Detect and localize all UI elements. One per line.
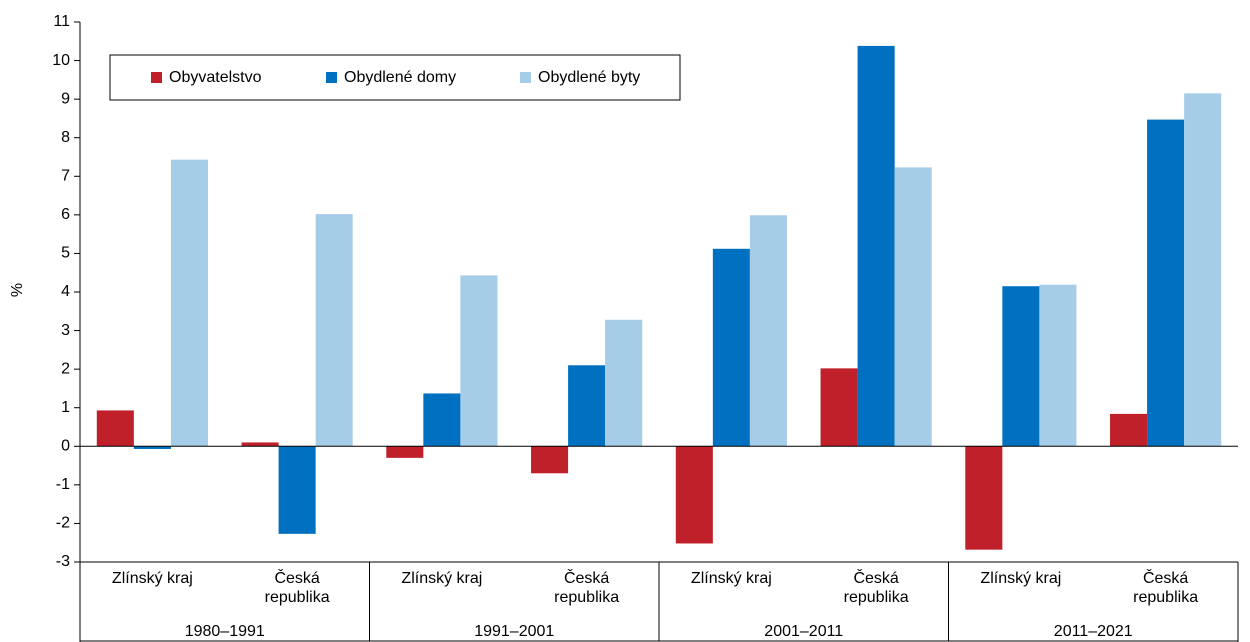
group-label: 2001–2011 [764, 623, 844, 640]
bar [315, 214, 353, 447]
bar [133, 446, 171, 449]
legend-label: Obyvatelstvo [169, 69, 262, 86]
y-tick-label: 0 [61, 438, 70, 455]
legend-swatch [326, 72, 337, 83]
bar [965, 446, 1003, 550]
y-tick-label: 4 [61, 283, 70, 300]
bar [460, 275, 498, 447]
bar [170, 159, 208, 447]
x-tick-label: Zlínský kraj [401, 570, 483, 587]
legend-swatch [520, 72, 531, 83]
bar [1184, 93, 1222, 447]
bar [749, 215, 787, 447]
x-tick-label: Česká republika [1133, 570, 1199, 606]
bar [386, 446, 424, 458]
bar [241, 442, 279, 447]
group-label: 1991–2001 [474, 623, 555, 640]
y-tick-label: -1 [56, 476, 70, 493]
group-label: 1980–1991 [184, 623, 265, 640]
bar [1147, 119, 1185, 447]
bar [278, 446, 316, 534]
x-tick-label: Česká republika [264, 570, 330, 606]
x-tick-label: Česká republika [554, 570, 620, 606]
x-tick-label: Zlínský kraj [111, 570, 193, 587]
bar [1039, 284, 1077, 447]
bar [531, 446, 569, 474]
bar [712, 248, 750, 447]
y-tick-label: 11 [53, 13, 70, 30]
y-tick-label: 7 [61, 168, 70, 185]
legend-box [109, 54, 681, 101]
bar [675, 446, 713, 544]
legend-swatch [151, 72, 162, 83]
bar [894, 167, 932, 447]
x-tick-label: Zlínský kraj [980, 570, 1062, 587]
y-tick-label: 5 [61, 245, 70, 262]
legend-label: Obydlené domy [344, 69, 456, 86]
bar [96, 410, 134, 447]
y-tick-label: 3 [61, 322, 70, 339]
bar [605, 319, 643, 447]
legend-label: Obydlené byty [538, 69, 640, 86]
y-tick-label: -2 [56, 515, 70, 532]
y-tick-label: -3 [56, 553, 70, 570]
y-tick-label: 6 [61, 206, 70, 223]
y-axis-label: % [9, 283, 26, 297]
bar [568, 365, 606, 447]
bar [820, 368, 858, 447]
y-tick-label: 10 [52, 52, 70, 69]
bar [1110, 413, 1148, 447]
group-label: 2011–2021 [1053, 623, 1133, 640]
x-tick-label: Zlínský kraj [690, 570, 772, 587]
bar [423, 393, 461, 447]
bar [857, 45, 895, 447]
y-tick-label: 1 [61, 399, 70, 416]
y-tick-label: 8 [61, 129, 70, 146]
bar [1002, 286, 1040, 447]
y-tick-label: 2 [61, 360, 70, 377]
x-tick-label: Česká republika [843, 570, 909, 606]
y-tick-label: 9 [61, 90, 70, 107]
